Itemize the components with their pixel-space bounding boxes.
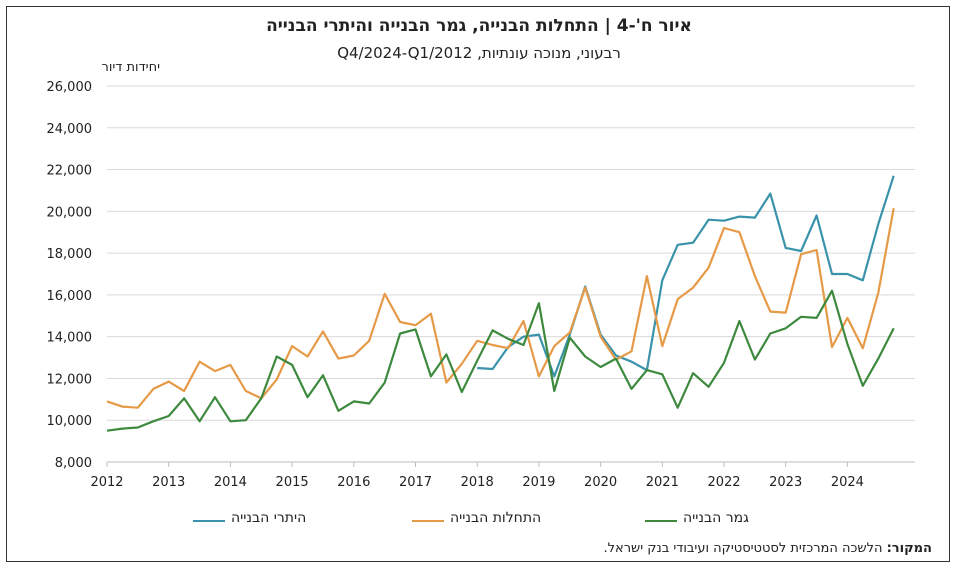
y-tick-label: 10,000: [47, 414, 93, 429]
y-tick-label: 16,000: [47, 289, 93, 304]
legend-label-completions: גמר הבנייה: [683, 510, 749, 526]
x-tick-label: 2013: [152, 475, 185, 490]
source-note: המקור: הלשכה המרכזית לסטטיסטיקה ועיבודי …: [604, 541, 933, 556]
legend-swatch-starts: [412, 520, 444, 522]
legend-label-permits: היתרי הבנייה: [231, 510, 307, 526]
y-tick-label: 20,000: [47, 205, 93, 220]
series-line-completions: [106, 289, 895, 432]
y-tick-label: 8,000: [55, 456, 92, 471]
series-lines: [106, 175, 895, 432]
source-text: הלשכה המרכזית לסטטיסטיקה ועיבודי בנק ישר…: [603, 541, 887, 556]
y-tick-label: 12,000: [47, 372, 93, 387]
grid-lines: [107, 85, 915, 463]
x-tick-label: 2021: [646, 475, 679, 490]
chart-subtitle: רבעוני, מנוכה עונתיות, Q4/2024-Q1/2012: [337, 44, 621, 62]
x-tick-label: 2020: [584, 475, 617, 490]
x-tick-label: 2024: [831, 475, 864, 490]
chart-title: איור ח'-4 | התחלות הבנייה, גמר הבנייה וה…: [266, 16, 692, 36]
x-axis: 2012 2013 2014 2015 2016 2017 2018 2019 2020 2021…: [90, 462, 864, 490]
legend-swatch-permits: [193, 520, 225, 522]
x-tick-label: 2022: [707, 475, 740, 490]
x-tick-label: 2016: [337, 475, 370, 490]
series-line-starts: [106, 208, 895, 409]
x-tick-label: 2023: [769, 475, 802, 490]
y-tick-label: 26,000: [47, 80, 93, 95]
y-tick-label: 22,000: [47, 164, 93, 179]
x-tick-label: 2017: [399, 475, 432, 490]
source-label: המקור:: [886, 541, 932, 556]
y-tick-label: 24,000: [47, 122, 93, 137]
legend-swatch-completions: [645, 520, 677, 522]
x-tick-label: 2015: [276, 475, 309, 490]
series-line-permits: [477, 175, 895, 378]
x-tick-label: 2019: [522, 475, 555, 490]
legend-label-starts: התחלות הבנייה: [450, 510, 542, 526]
x-tick-label: 2012: [90, 475, 123, 490]
y-tick-label: 14,000: [47, 331, 93, 346]
x-tick-label: 2014: [214, 475, 247, 490]
y-axis-unit-label: יחידות דיור: [101, 60, 160, 75]
x-tick-label: 2018: [461, 475, 494, 490]
y-tick-label: 18,000: [47, 247, 93, 262]
y-axis-ticks: 8,000 10,000 12,000 14,000 16,000 18,000 20,00…: [47, 80, 93, 471]
